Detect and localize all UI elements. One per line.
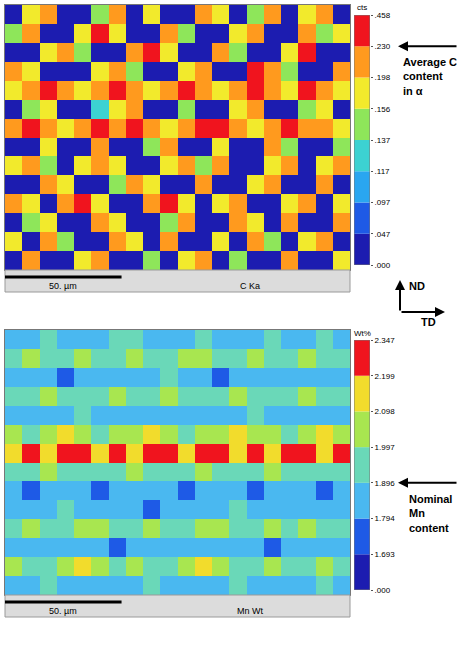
svg-text:.137: .137 (375, 136, 391, 145)
svg-text:TD: TD (421, 316, 436, 328)
svg-text:Mn Wt: Mn Wt (237, 606, 263, 616)
svg-text:50. µm: 50. µm (49, 606, 77, 616)
svg-text:.047: .047 (375, 230, 391, 239)
svg-text:.097: .097 (375, 198, 391, 207)
svg-text:.117: .117 (375, 167, 391, 176)
svg-text:1.997: 1.997 (375, 443, 396, 452)
svg-text:ND: ND (409, 280, 425, 292)
svg-text:.198: .198 (375, 73, 391, 82)
svg-text:50. µm: 50. µm (49, 281, 77, 291)
svg-text:2.347: 2.347 (375, 336, 396, 345)
svg-text:Wt%: Wt% (354, 329, 371, 338)
svg-text:.458: .458 (375, 11, 391, 20)
svg-text:1.794: 1.794 (375, 514, 396, 523)
svg-text:.000: .000 (375, 261, 391, 270)
svg-text:2.098: 2.098 (375, 407, 396, 416)
svg-text:1.896: 1.896 (375, 479, 396, 488)
svg-text:2.199: 2.199 (375, 372, 396, 381)
svg-text:.000: .000 (375, 586, 391, 595)
svg-text:cts: cts (357, 3, 367, 12)
svg-text:Average Ccontentin α: Average Ccontentin α (403, 56, 457, 97)
svg-text:.230: .230 (375, 42, 391, 51)
svg-text:C Ka: C Ka (240, 281, 260, 291)
svg-text:.156: .156 (375, 105, 391, 114)
svg-text:NominalMncontent: NominalMncontent (409, 493, 452, 534)
svg-text:1.693: 1.693 (375, 550, 396, 559)
